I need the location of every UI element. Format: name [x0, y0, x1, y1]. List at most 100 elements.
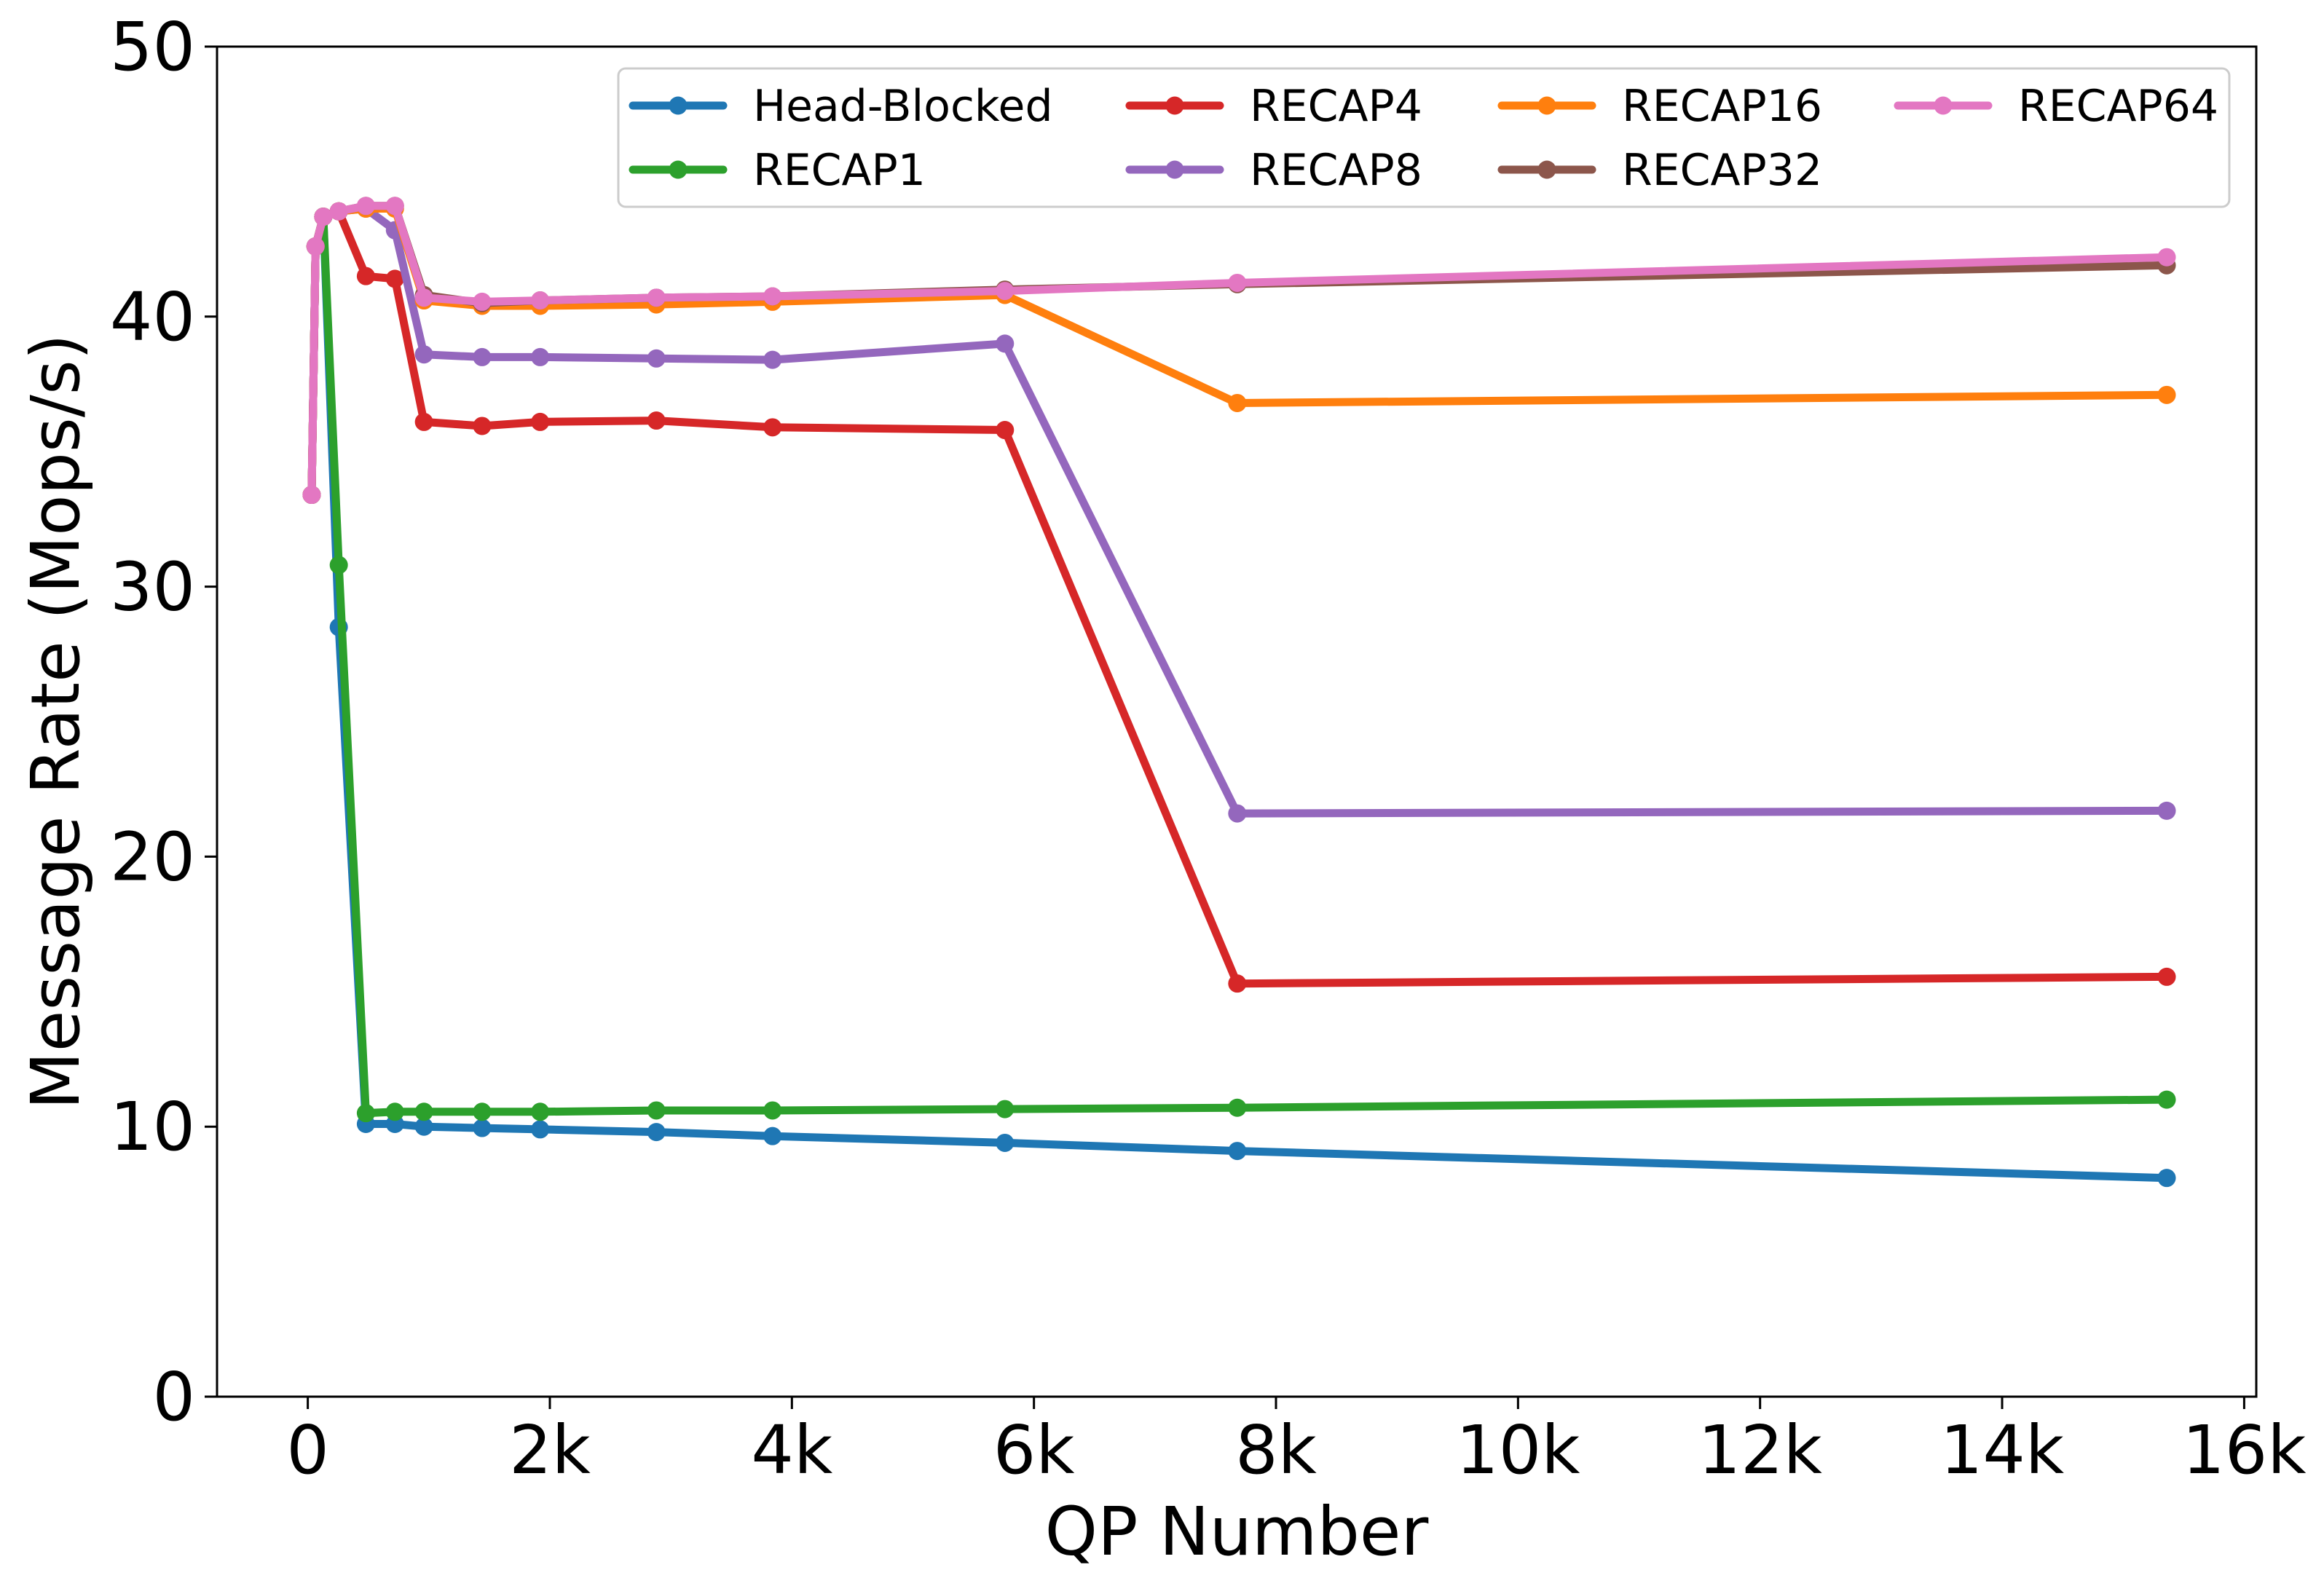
data-point: [2157, 967, 2176, 986]
data-point: [2157, 248, 2176, 267]
data-point: [473, 347, 492, 366]
plot-area-frame: [216, 45, 2258, 1398]
data-point: [763, 418, 782, 437]
y-tick-label: 30: [110, 548, 195, 626]
data-point: [763, 1101, 782, 1120]
x-tick-label: 8k: [1235, 1411, 1317, 1489]
x-tick-label: 12k: [1698, 1411, 1823, 1489]
data-point: [414, 1117, 433, 1136]
legend-label: RECAP64: [2018, 81, 2218, 132]
data-point: [414, 345, 433, 364]
data-point: [1228, 393, 1247, 412]
legend-item: RECAP16: [1497, 81, 1822, 132]
y-axis-label: Message Rate (Mops/s): [17, 334, 95, 1109]
legend-item: Head-Blocked: [629, 81, 1053, 132]
data-point: [473, 1102, 492, 1121]
legend-item: RECAP4: [1125, 81, 1422, 132]
data-point: [2157, 1090, 2176, 1109]
y-tick-label: 20: [110, 818, 195, 896]
legend-marker: [1165, 160, 1184, 179]
data-point: [531, 1102, 550, 1121]
data-point: [385, 1102, 404, 1121]
data-point: [647, 349, 666, 368]
data-point: [385, 197, 404, 216]
legend-marker: [669, 96, 688, 115]
data-point: [473, 292, 492, 311]
data-point: [414, 1102, 433, 1121]
ticks-layer: 0 2k 4k 6k 8k 10k 12k 14k 16k 0 10 20 30 40 50: [110, 8, 2307, 1489]
series-layer: [302, 197, 2176, 1188]
data-point: [996, 421, 1015, 440]
data-point: [473, 1118, 492, 1137]
legend-label: RECAP1: [753, 145, 926, 196]
x-tick-label: 10k: [1456, 1411, 1580, 1489]
data-point: [996, 1133, 1015, 1152]
x-tick-label: 6k: [993, 1411, 1076, 1489]
y-tick-label: 0: [152, 1358, 195, 1436]
data-point: [306, 237, 325, 256]
data-point: [1228, 1142, 1247, 1161]
series-line: [307, 213, 2171, 1118]
data-point: [473, 417, 492, 435]
data-point: [1228, 273, 1247, 292]
data-point: [647, 288, 666, 307]
data-point: [356, 197, 375, 216]
series-group: [302, 197, 2176, 505]
legend-item: RECAP1: [629, 145, 926, 196]
data-point: [1228, 974, 1247, 993]
data-point: [996, 1100, 1015, 1118]
data-point: [531, 1120, 550, 1139]
x-tick-label: 14k: [1940, 1411, 2065, 1489]
data-point: [2157, 801, 2176, 820]
legend-label: RECAP16: [1622, 81, 1822, 132]
y-tick-label: 50: [110, 8, 195, 86]
data-point: [763, 350, 782, 369]
x-tick-label: 4k: [751, 1411, 833, 1489]
x-tick-label: 2k: [509, 1411, 591, 1489]
legend-marker: [1537, 160, 1556, 179]
data-point: [356, 1104, 375, 1123]
legend-label: Head-Blocked: [753, 81, 1053, 132]
legend-marker: [669, 160, 688, 179]
data-point: [329, 556, 348, 575]
data-point: [531, 412, 550, 431]
legend-label: RECAP8: [1250, 145, 1422, 196]
y-tick-label: 40: [110, 278, 195, 356]
legend-label: RECAP4: [1250, 81, 1422, 132]
x-axis-label: QP Number: [1045, 1493, 1429, 1571]
legend-marker: [1165, 96, 1184, 115]
legend-label: RECAP32: [1622, 145, 1822, 196]
legend-item: RECAP32: [1497, 145, 1822, 196]
legend-marker: [1537, 96, 1556, 115]
x-tick-label: 0: [286, 1411, 329, 1489]
data-point: [996, 334, 1015, 353]
data-point: [1228, 1098, 1247, 1117]
data-point: [2157, 385, 2176, 404]
data-point: [647, 1101, 666, 1120]
legend: Head-Blocked RECAP1 RECAP4 RECAP8 RECAP16 REC…: [617, 67, 2231, 208]
data-point: [531, 347, 550, 366]
legend-item: RECAP8: [1125, 145, 1422, 196]
y-tick-label: 10: [110, 1088, 195, 1166]
legend-marker: [1934, 96, 1953, 115]
data-point: [302, 486, 321, 505]
data-point: [385, 269, 404, 288]
data-point: [314, 208, 333, 226]
data-point: [414, 412, 433, 431]
data-point: [763, 287, 782, 306]
data-point: [329, 202, 348, 221]
data-point: [531, 291, 550, 310]
data-point: [996, 282, 1015, 301]
legend-box: [617, 67, 2231, 208]
x-tick-label: 16k: [2182, 1411, 2307, 1489]
data-point: [763, 1127, 782, 1145]
legend-item: RECAP64: [1894, 81, 2218, 132]
data-point: [647, 1123, 666, 1142]
data-point: [356, 267, 375, 285]
data-point: [414, 288, 433, 307]
data-point: [647, 411, 666, 430]
data-point: [1228, 804, 1247, 823]
data-point: [2157, 1169, 2176, 1188]
